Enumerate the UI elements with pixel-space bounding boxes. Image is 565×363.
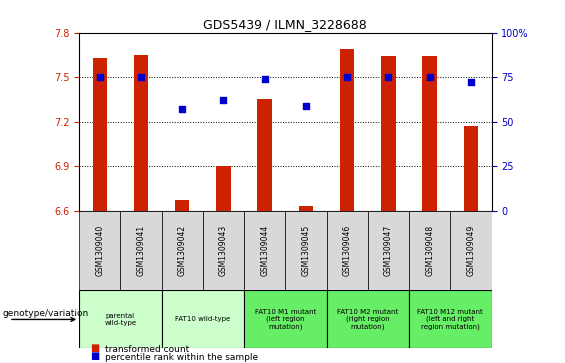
- Bar: [120, 211, 162, 290]
- Text: ■: ■: [90, 343, 99, 353]
- Text: transformed count: transformed count: [105, 344, 189, 354]
- Title: GDS5439 / ILMN_3228688: GDS5439 / ILMN_3228688: [203, 19, 367, 32]
- Text: FAT10 wild-type: FAT10 wild-type: [175, 317, 231, 322]
- Bar: [258, 99, 272, 211]
- Text: FAT10 M1 mutant
(left region
mutation): FAT10 M1 mutant (left region mutation): [255, 309, 316, 330]
- Point: [384, 74, 393, 80]
- Bar: [450, 211, 492, 290]
- Bar: [216, 166, 231, 211]
- Bar: [203, 211, 244, 290]
- Point: [302, 103, 311, 109]
- Point: [467, 79, 476, 85]
- Bar: [162, 211, 203, 290]
- Bar: [409, 211, 450, 290]
- Bar: [134, 55, 148, 211]
- Bar: [79, 290, 162, 348]
- Bar: [368, 211, 409, 290]
- Text: GSM1309040: GSM1309040: [95, 225, 104, 276]
- Text: GSM1309046: GSM1309046: [343, 225, 351, 276]
- Text: FAT10 M2 mutant
(right region
mutation): FAT10 M2 mutant (right region mutation): [337, 309, 398, 330]
- Text: FAT10 M12 mutant
(left and right
region mutation): FAT10 M12 mutant (left and right region …: [418, 309, 483, 330]
- Bar: [244, 211, 285, 290]
- Text: parental
wild-type: parental wild-type: [105, 313, 136, 326]
- Point: [219, 97, 228, 103]
- Point: [137, 74, 146, 80]
- Text: GSM1309044: GSM1309044: [260, 225, 269, 276]
- Bar: [285, 211, 327, 290]
- Bar: [464, 126, 478, 211]
- Bar: [93, 58, 107, 211]
- Bar: [423, 56, 437, 211]
- Bar: [340, 49, 354, 211]
- Text: percentile rank within the sample: percentile rank within the sample: [105, 352, 258, 362]
- Point: [342, 74, 351, 80]
- Text: GSM1309043: GSM1309043: [219, 225, 228, 276]
- Bar: [175, 200, 189, 211]
- Text: genotype/variation: genotype/variation: [3, 310, 89, 318]
- Text: GSM1309049: GSM1309049: [467, 225, 475, 276]
- Point: [95, 74, 105, 80]
- Point: [260, 76, 270, 82]
- Text: GSM1309045: GSM1309045: [302, 225, 310, 276]
- Bar: [299, 206, 313, 211]
- Text: GSM1309042: GSM1309042: [178, 225, 186, 276]
- Point: [425, 74, 434, 80]
- Text: GSM1309047: GSM1309047: [384, 225, 393, 276]
- Bar: [409, 290, 492, 348]
- Bar: [79, 211, 120, 290]
- Bar: [327, 211, 368, 290]
- Bar: [381, 56, 395, 211]
- Bar: [244, 290, 327, 348]
- Bar: [162, 290, 244, 348]
- Text: ■: ■: [90, 351, 99, 361]
- Point: [178, 106, 187, 112]
- Text: GSM1309048: GSM1309048: [425, 225, 434, 276]
- Bar: [327, 290, 409, 348]
- Text: GSM1309041: GSM1309041: [137, 225, 145, 276]
